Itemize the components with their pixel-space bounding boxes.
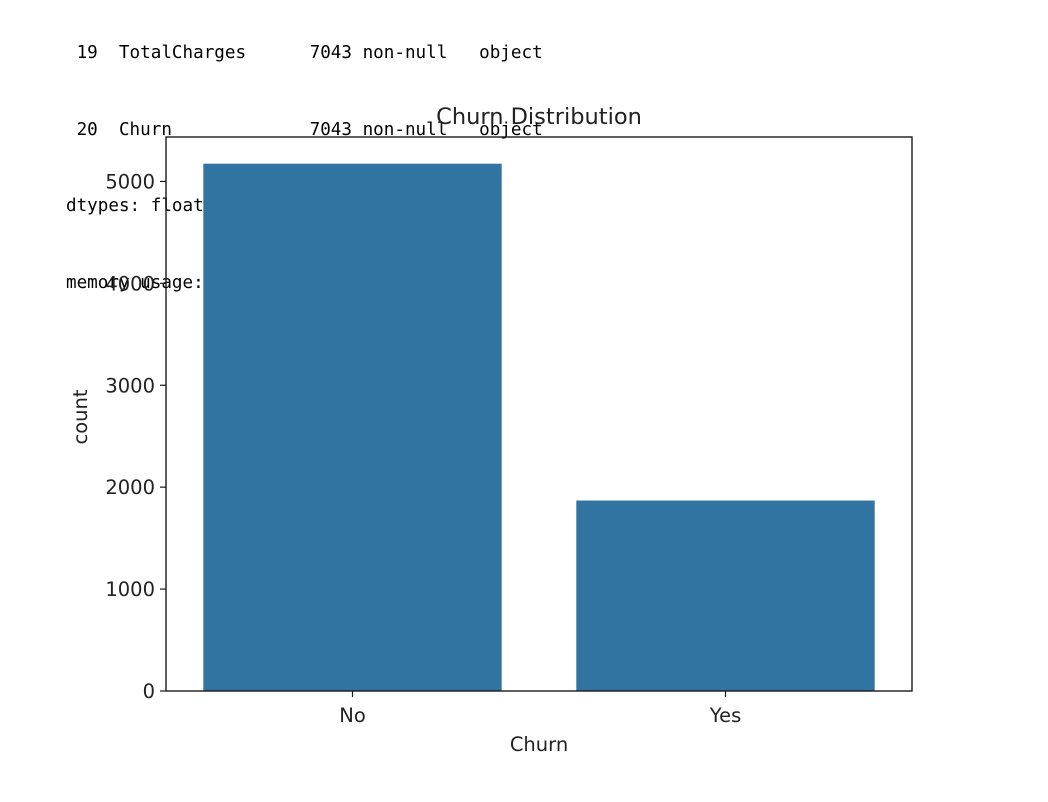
output-line-totalcharges: 19 TotalCharges 7043 non-null object [66,43,543,63]
y-tick-label-2000: 2000 [105,476,155,499]
x-tick-label-yes: Yes [709,704,741,727]
output-line-churn: 20 Churn 7043 non-null object [66,119,543,140]
y-axis-label: count [69,389,92,444]
bar-yes [576,500,875,691]
y-axis: 0 1000 2000 3000 4000 5000 [105,170,166,703]
y-tick-label-5000: 5000 [105,170,155,193]
y-tick-label-1000: 1000 [105,578,155,601]
y-tick-label-0: 0 [143,680,155,703]
x-axis-label: Churn [510,733,568,756]
bars-group [203,163,875,692]
chart-title: Churn Distribution [436,104,642,130]
plot-frame [165,136,913,692]
y-tick-label-4000: 4000 [105,272,155,295]
y-tick-label-3000: 3000 [105,374,155,397]
bar-no [203,163,502,692]
x-axis: No Yes [339,691,741,727]
x-tick-label-no: No [339,704,366,727]
